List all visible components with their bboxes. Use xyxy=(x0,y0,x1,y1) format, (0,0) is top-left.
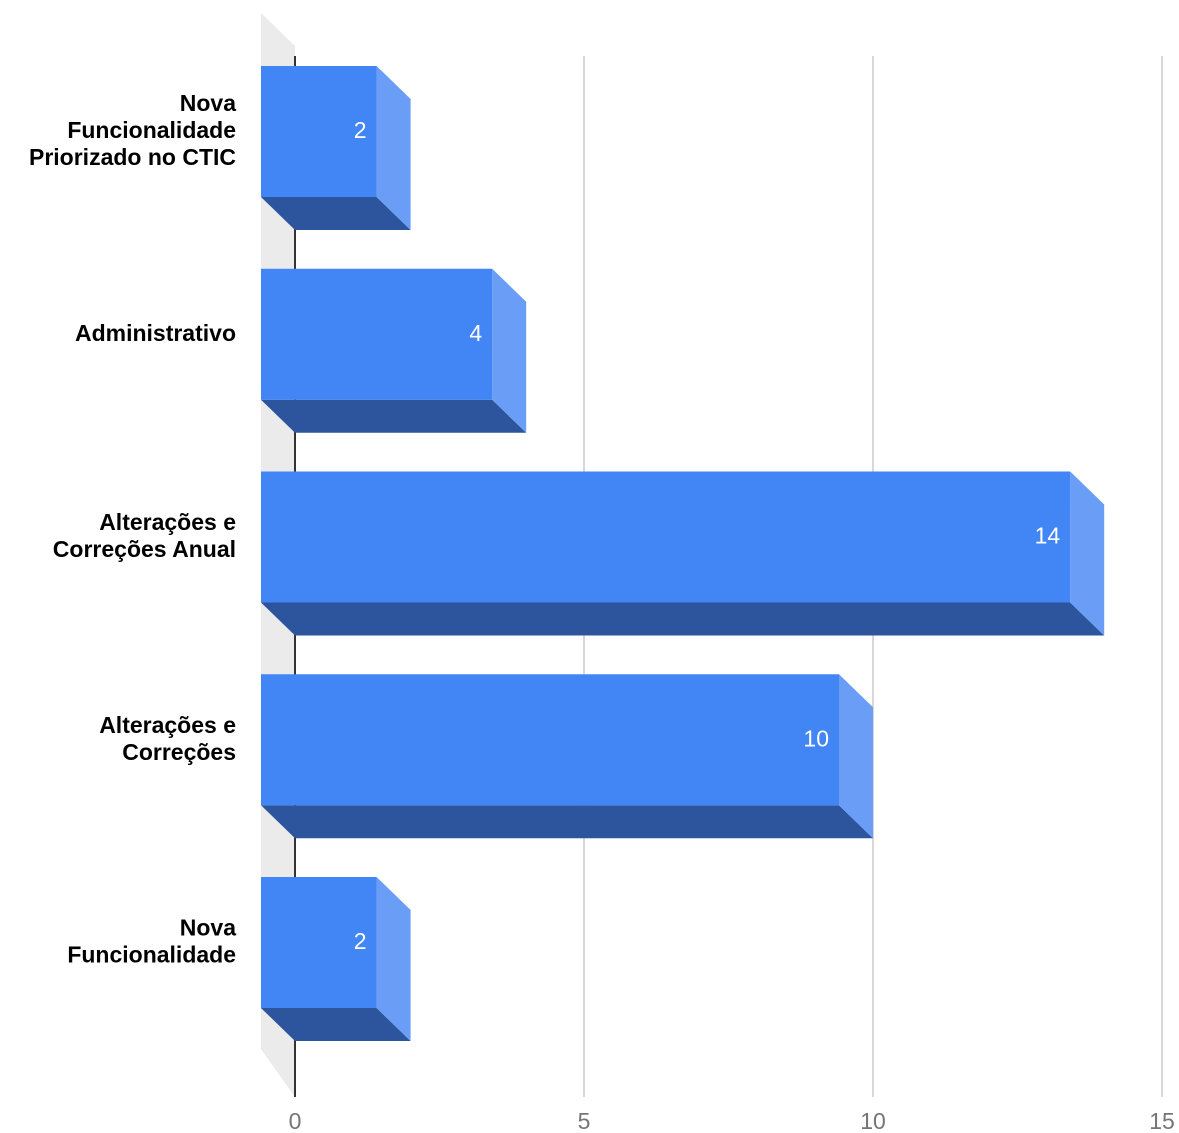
category-label-line: Correções xyxy=(122,739,236,765)
bar-side-face xyxy=(376,66,411,230)
x-tick-label: 10 xyxy=(860,1108,886,1133)
bar-side-face xyxy=(1070,471,1105,636)
x-tick-label: 15 xyxy=(1149,1108,1175,1133)
bar-front-face xyxy=(261,877,377,1008)
category-label: Alterações e Correções Anual xyxy=(53,509,236,562)
bar-bottom-face xyxy=(261,602,1105,636)
category-label-line: Funcionalidade xyxy=(67,942,236,968)
category-label-line: Alterações e xyxy=(99,712,236,738)
bar-bottom-face xyxy=(261,805,873,839)
x-tick-label: 0 xyxy=(289,1108,302,1133)
bar-data-label: 4 xyxy=(469,320,482,346)
bar-front-face xyxy=(261,471,1071,603)
bar-side-face xyxy=(839,674,873,839)
category-label: Administrativo xyxy=(75,320,236,346)
bar: 14 xyxy=(261,471,1105,636)
bar-front-face xyxy=(261,66,377,197)
bar-front-face xyxy=(261,268,493,400)
category-label-line: Administrativo xyxy=(75,320,236,346)
bar: 10 xyxy=(261,674,873,839)
x-tick-label: 5 xyxy=(578,1108,591,1133)
bar-data-label: 14 xyxy=(1035,523,1061,549)
bar-data-label: 2 xyxy=(354,928,367,954)
bar: 2 xyxy=(261,877,411,1041)
category-label-line: Correções Anual xyxy=(53,536,236,562)
category-label-line: Priorizado no CTIC xyxy=(29,144,236,170)
bar-data-label: 2 xyxy=(354,117,367,143)
bar-bottom-face xyxy=(261,1008,411,1041)
category-label: Nova Funcionalidade xyxy=(67,915,236,968)
category-label-line: Funcionalidade xyxy=(67,117,236,143)
bar: 4 xyxy=(261,268,527,433)
bar-data-label: 10 xyxy=(803,725,829,751)
bar-side-face xyxy=(376,877,411,1041)
bar: 2 xyxy=(261,66,411,230)
category-label: Nova Funcionalidade Priorizado no CTIC xyxy=(29,90,236,170)
x-axis-tick-labels: 0 5 10 15 xyxy=(289,1108,1175,1133)
category-label: Alterações e Correções xyxy=(99,712,236,765)
bars: 2 4 14 10 2 xyxy=(261,66,1105,1041)
category-label-line: Nova xyxy=(180,90,236,116)
category-labels: Nova Funcionalidade Priorizado no CTICAdmi… xyxy=(29,90,236,968)
bar-bottom-face xyxy=(261,197,411,230)
category-label-line: Alterações e xyxy=(99,509,236,535)
bar-bottom-face xyxy=(261,399,527,433)
bar-front-face xyxy=(261,674,839,806)
category-label-line: Nova xyxy=(180,915,236,941)
bar-side-face xyxy=(492,268,527,433)
